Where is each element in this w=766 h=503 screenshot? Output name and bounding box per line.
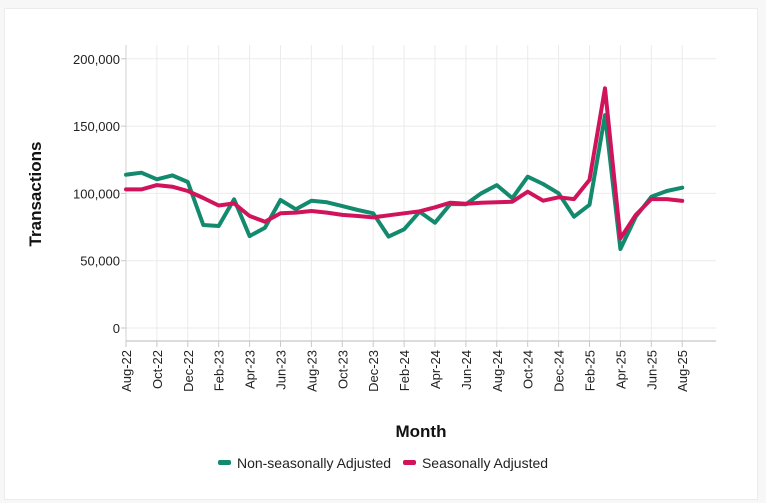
gridlines — [125, 45, 716, 341]
y-axis-title: Transactions — [26, 142, 45, 247]
y-axis-ticks: 0 50,000 100,000 150,000 200,000 — [73, 52, 126, 336]
y-tick-label: 150,000 — [73, 119, 120, 134]
legend-swatch-red — [402, 460, 416, 465]
legend: Non-seasonally Adjusted Seasonally Adjus… — [0, 452, 766, 471]
series-lines — [124, 86, 685, 251]
x-tick-label: Dec-22 — [181, 350, 196, 392]
legend-swatch-green — [217, 460, 231, 465]
x-tick-label: Apr-23 — [243, 350, 258, 389]
legend-label: Non-seasonally Adjusted — [236, 454, 392, 471]
chart-panel — [4, 8, 758, 500]
x-tick-label: Jun-23 — [274, 350, 289, 390]
x-tick-label: Oct-23 — [335, 350, 350, 389]
x-tick-label: Apr-24 — [428, 350, 443, 389]
x-tick-label: Oct-22 — [150, 350, 165, 389]
y-tick-label: 200,000 — [73, 52, 120, 67]
y-tick-label: 50,000 — [80, 254, 120, 269]
x-tick-label: Dec-23 — [366, 350, 381, 392]
series-line-seasonally-adjusted — [124, 86, 685, 241]
legend-item-seasonally-adjusted[interactable]: Seasonally Adjusted — [402, 454, 549, 471]
x-tick-label: Feb-23 — [212, 350, 227, 391]
x-tick-label: Apr-25 — [613, 350, 628, 389]
x-tick-label: Oct-24 — [521, 350, 536, 389]
x-axis-title: Month — [396, 422, 447, 441]
x-tick-label: Aug-22 — [119, 350, 134, 392]
y-tick-label: 100,000 — [73, 186, 120, 201]
legend-item-non-seasonally-adjusted[interactable]: Non-seasonally Adjusted — [217, 454, 392, 471]
x-tick-label: Feb-24 — [397, 350, 412, 391]
x-tick-label: Aug-24 — [490, 350, 505, 392]
x-tick-label: Jun-25 — [644, 350, 659, 390]
y-tick-label: 0 — [113, 321, 120, 336]
legend-label: Seasonally Adjusted — [421, 454, 549, 471]
x-tick-label: Feb-25 — [583, 350, 598, 391]
x-tick-label: Aug-23 — [304, 350, 319, 392]
x-tick-label: Aug-25 — [675, 350, 690, 392]
x-tick-label: Dec-24 — [552, 350, 567, 392]
x-tick-label: Jun-24 — [459, 350, 474, 390]
series-line-non-seasonally-adjusted — [124, 113, 685, 251]
x-axis-ticks: Aug-22 Oct-22 Dec-22 Feb-23 Apr-23 Jun-23 Aug-… — [119, 341, 690, 392]
